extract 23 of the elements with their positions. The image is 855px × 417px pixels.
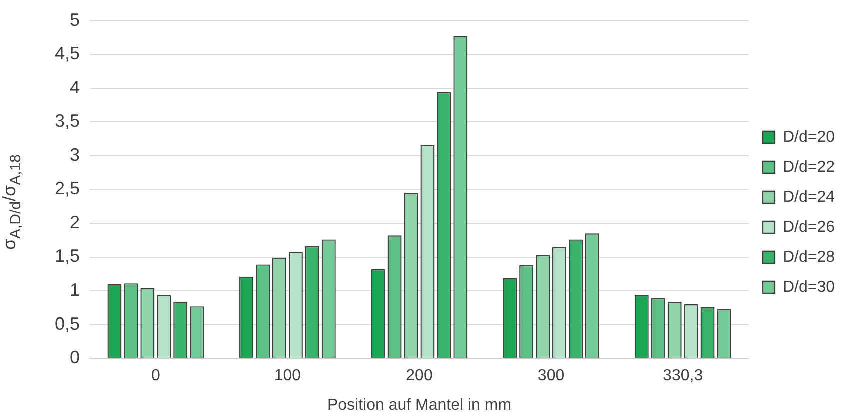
y-tick-label: 2,5 xyxy=(54,178,80,199)
y-tick-label: 0,5 xyxy=(54,314,80,334)
y-tick-label: 1,5 xyxy=(54,246,80,266)
legend-label: D/d=24 xyxy=(782,188,836,206)
legend-label: D/d=28 xyxy=(782,248,836,266)
y-tick-label: 5 xyxy=(70,10,80,30)
x-tick-label: 100 xyxy=(274,368,302,385)
y-tick-label: 4 xyxy=(70,77,80,98)
x-tick-label: 330,3 xyxy=(663,368,704,385)
x-tick-label: 0 xyxy=(151,368,160,385)
y-tick-label: 3,5 xyxy=(54,111,80,132)
x-tick-label: 200 xyxy=(406,368,433,385)
y-tick-label: 2 xyxy=(70,212,80,232)
legend-label: D/d=26 xyxy=(782,218,836,236)
legend-label: D/d=20 xyxy=(782,128,836,146)
legend-label: D/d=22 xyxy=(782,158,836,176)
x-axis-title: Position auf Mantel in mm xyxy=(327,396,512,414)
x-tick-label: 300 xyxy=(538,368,565,385)
y-tick-label: 3 xyxy=(70,144,80,165)
legend-label: D/d=30 xyxy=(782,278,836,296)
y-tick-label: 0 xyxy=(70,348,80,368)
y-tick-label: 4,5 xyxy=(54,44,80,64)
y-tick-label: 1 xyxy=(70,280,80,300)
